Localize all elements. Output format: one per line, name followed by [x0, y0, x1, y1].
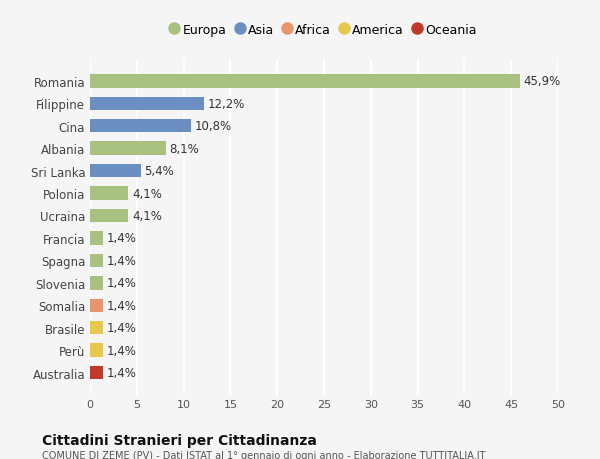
Text: 4,1%: 4,1%: [132, 209, 162, 223]
Bar: [90, 366, 103, 380]
Text: 12,2%: 12,2%: [208, 97, 245, 111]
Bar: [90, 164, 140, 178]
Text: 1,4%: 1,4%: [107, 232, 137, 245]
Bar: [90, 276, 103, 290]
Bar: [90, 142, 166, 156]
Text: Cittadini Stranieri per Cittadinanza: Cittadini Stranieri per Cittadinanza: [42, 433, 317, 447]
Text: 1,4%: 1,4%: [107, 366, 137, 379]
Text: COMUNE DI ZEME (PV) - Dati ISTAT al 1° gennaio di ogni anno - Elaborazione TUTTI: COMUNE DI ZEME (PV) - Dati ISTAT al 1° g…: [42, 450, 485, 459]
Legend: Europa, Asia, Africa, America, Oceania: Europa, Asia, Africa, America, Oceania: [166, 19, 482, 42]
Bar: [90, 299, 103, 312]
Text: 4,1%: 4,1%: [132, 187, 162, 200]
Text: 1,4%: 1,4%: [107, 299, 137, 312]
Bar: [90, 187, 128, 200]
Text: 45,9%: 45,9%: [523, 75, 560, 88]
Text: 1,4%: 1,4%: [107, 344, 137, 357]
Text: 1,4%: 1,4%: [107, 321, 137, 335]
Bar: [90, 321, 103, 335]
Text: 1,4%: 1,4%: [107, 277, 137, 290]
Text: 10,8%: 10,8%: [195, 120, 232, 133]
Text: 1,4%: 1,4%: [107, 254, 137, 267]
Bar: [90, 209, 128, 223]
Bar: [90, 97, 204, 111]
Text: 8,1%: 8,1%: [170, 142, 199, 155]
Text: 5,4%: 5,4%: [144, 165, 174, 178]
Bar: [90, 232, 103, 245]
Bar: [90, 344, 103, 357]
Bar: [90, 120, 191, 133]
Bar: [90, 254, 103, 268]
Bar: [90, 75, 520, 88]
